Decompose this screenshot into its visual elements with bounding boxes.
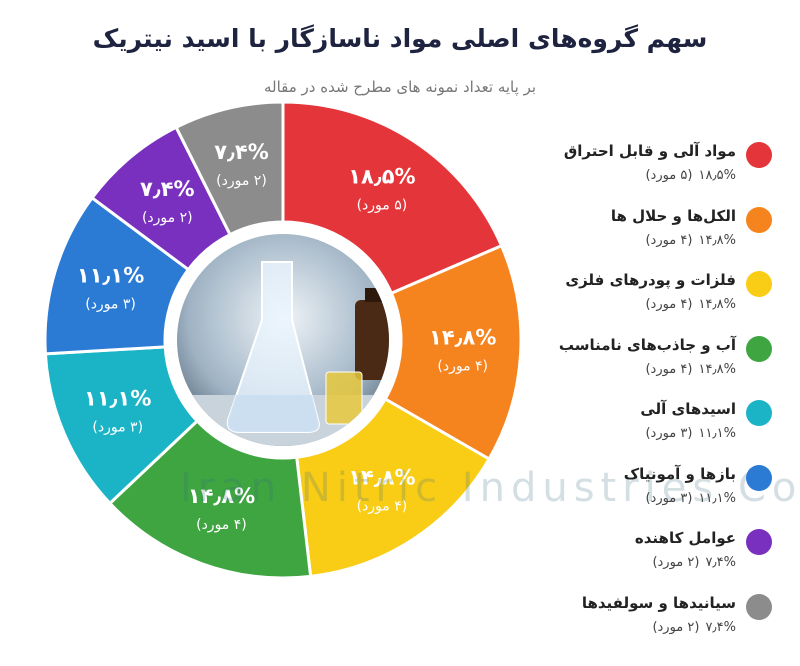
slice-count-label: (۲ مورد) xyxy=(142,210,193,226)
legend-value: ۱۴٫۸% xyxy=(698,297,736,312)
legend-swatch xyxy=(746,335,772,362)
legend-count: (۵ مورد) xyxy=(645,168,693,183)
legend-swatch xyxy=(746,593,772,620)
legend-swatch xyxy=(746,464,772,491)
legend-count: (۲ مورد) xyxy=(652,619,700,635)
legend-swatch xyxy=(746,142,772,168)
watermark: Iran Nitric Industries Co xyxy=(180,465,800,511)
legend-item: مواد آلی و قابل احتراق ۱۸٫۵% (۵ مورد) xyxy=(520,140,790,196)
legend-item: اسیدهای آلی ۱۱٫۱% (۳ مورد) xyxy=(520,398,790,454)
slice-count-label: (۳ مورد) xyxy=(92,419,143,435)
slice-count-label: (۴ مورد) xyxy=(437,358,488,374)
slice-count-label: (۲ مورد) xyxy=(216,173,267,189)
slice-value-label: ۱۴٫۸% xyxy=(188,484,255,508)
legend-count: (۴ مورد) xyxy=(645,361,693,377)
legend-item: فلزات و پودرهای فلزی ۱۴٫۸% (۴ مورد) xyxy=(520,269,790,325)
slice-value-label: ۱۴٫۸% xyxy=(348,465,415,489)
legend-item: آب و جاذب‌های نامناسب ۱۴٫۸% (۴ مورد) xyxy=(520,334,790,390)
legend-detail: ۱۴٫۸% (۴ مورد) xyxy=(639,233,736,248)
legend-swatch xyxy=(746,206,772,233)
legend-label: آب و جاذب‌های نامناسب xyxy=(558,335,736,354)
legend-label: الکل‌ها و حلال ها xyxy=(610,206,736,225)
center-photo xyxy=(165,222,401,458)
legend-item: الکل‌ها و حلال ها ۱۴٫۸% (۴ مورد) xyxy=(520,205,790,261)
legend-value: ۱۸٫۵% xyxy=(698,168,736,183)
slice-value-label: ۷٫۴% xyxy=(214,140,269,164)
legend-label: بازها و آمونیاک xyxy=(623,464,736,483)
legend-item: سیانیدها و سولفیدها ۷٫۴% (۲ مورد) xyxy=(520,592,790,648)
slice-value-label: ۱۸٫۵% xyxy=(348,165,415,189)
legend-detail: ۱۸٫۵% (۵ مورد) xyxy=(639,168,736,183)
legend-value: ۱۴٫۸% xyxy=(698,361,736,377)
slice-value-label: ۱۱٫۱% xyxy=(77,263,144,287)
legend-value: ۷٫۴% xyxy=(705,619,736,635)
legend-value: ۱۴٫۸% xyxy=(698,232,736,248)
legend-label: عوامل کاهنده xyxy=(634,529,736,547)
legend-label: اسیدهای آلی xyxy=(640,400,736,418)
legend-swatch xyxy=(746,400,772,426)
legend-item: بازها و آمونیاک ۱۱٫۱% (۳ مورد) xyxy=(520,463,790,519)
legend-detail: ۱۱٫۱% (۳ مورد) xyxy=(639,491,736,506)
legend-swatch xyxy=(746,271,772,297)
chart-subtitle: بر پایه تعداد نمونه های مطرح شده در مقال… xyxy=(263,78,537,96)
slice-count-label: (۳ مورد) xyxy=(85,296,136,312)
legend-count: (۴ مورد) xyxy=(645,232,693,248)
chart-title: سهم گروه‌های اصلی مواد ناسازگار با اسید … xyxy=(92,24,708,53)
legend-swatch xyxy=(746,529,772,555)
legend-label: مواد آلی و قابل احتراق xyxy=(563,142,736,160)
legend-label: سیانیدها و سولفیدها xyxy=(581,593,736,612)
legend-detail: ۷٫۴% (۲ مورد) xyxy=(646,620,736,635)
legend-detail: ۱۱٫۱% (۳ مورد) xyxy=(639,426,736,441)
legend-detail: ۱۴٫۸% (۴ مورد) xyxy=(639,362,736,377)
legend-count: (۴ مورد) xyxy=(645,297,693,312)
legend-count: (۲ مورد) xyxy=(652,555,700,570)
legend-item: عوامل کاهنده ۷٫۴% (۲ مورد) xyxy=(520,527,790,583)
slice-value-label: ۱۱٫۱% xyxy=(84,386,151,410)
slice-count-label: (۴ مورد) xyxy=(357,498,408,514)
slice-count-label: (۵ مورد) xyxy=(357,198,408,214)
legend-value: ۷٫۴% xyxy=(705,555,736,570)
legend-detail: ۱۴٫۸% (۴ مورد) xyxy=(639,297,736,312)
slice-value-label: ۱۴٫۸% xyxy=(429,325,496,349)
legend-value: ۱۱٫۱% xyxy=(698,490,736,506)
slice-count-label: (۴ مورد) xyxy=(196,517,247,533)
legend-count: (۳ مورد) xyxy=(645,490,693,506)
legend-value: ۱۱٫۱% xyxy=(698,426,736,441)
legend-detail: ۷٫۴% (۲ مورد) xyxy=(646,555,736,570)
slice-value-label: ۷٫۴% xyxy=(140,177,195,201)
legend-count: (۳ مورد) xyxy=(645,426,693,441)
legend-label: فلزات و پودرهای فلزی xyxy=(565,271,736,289)
